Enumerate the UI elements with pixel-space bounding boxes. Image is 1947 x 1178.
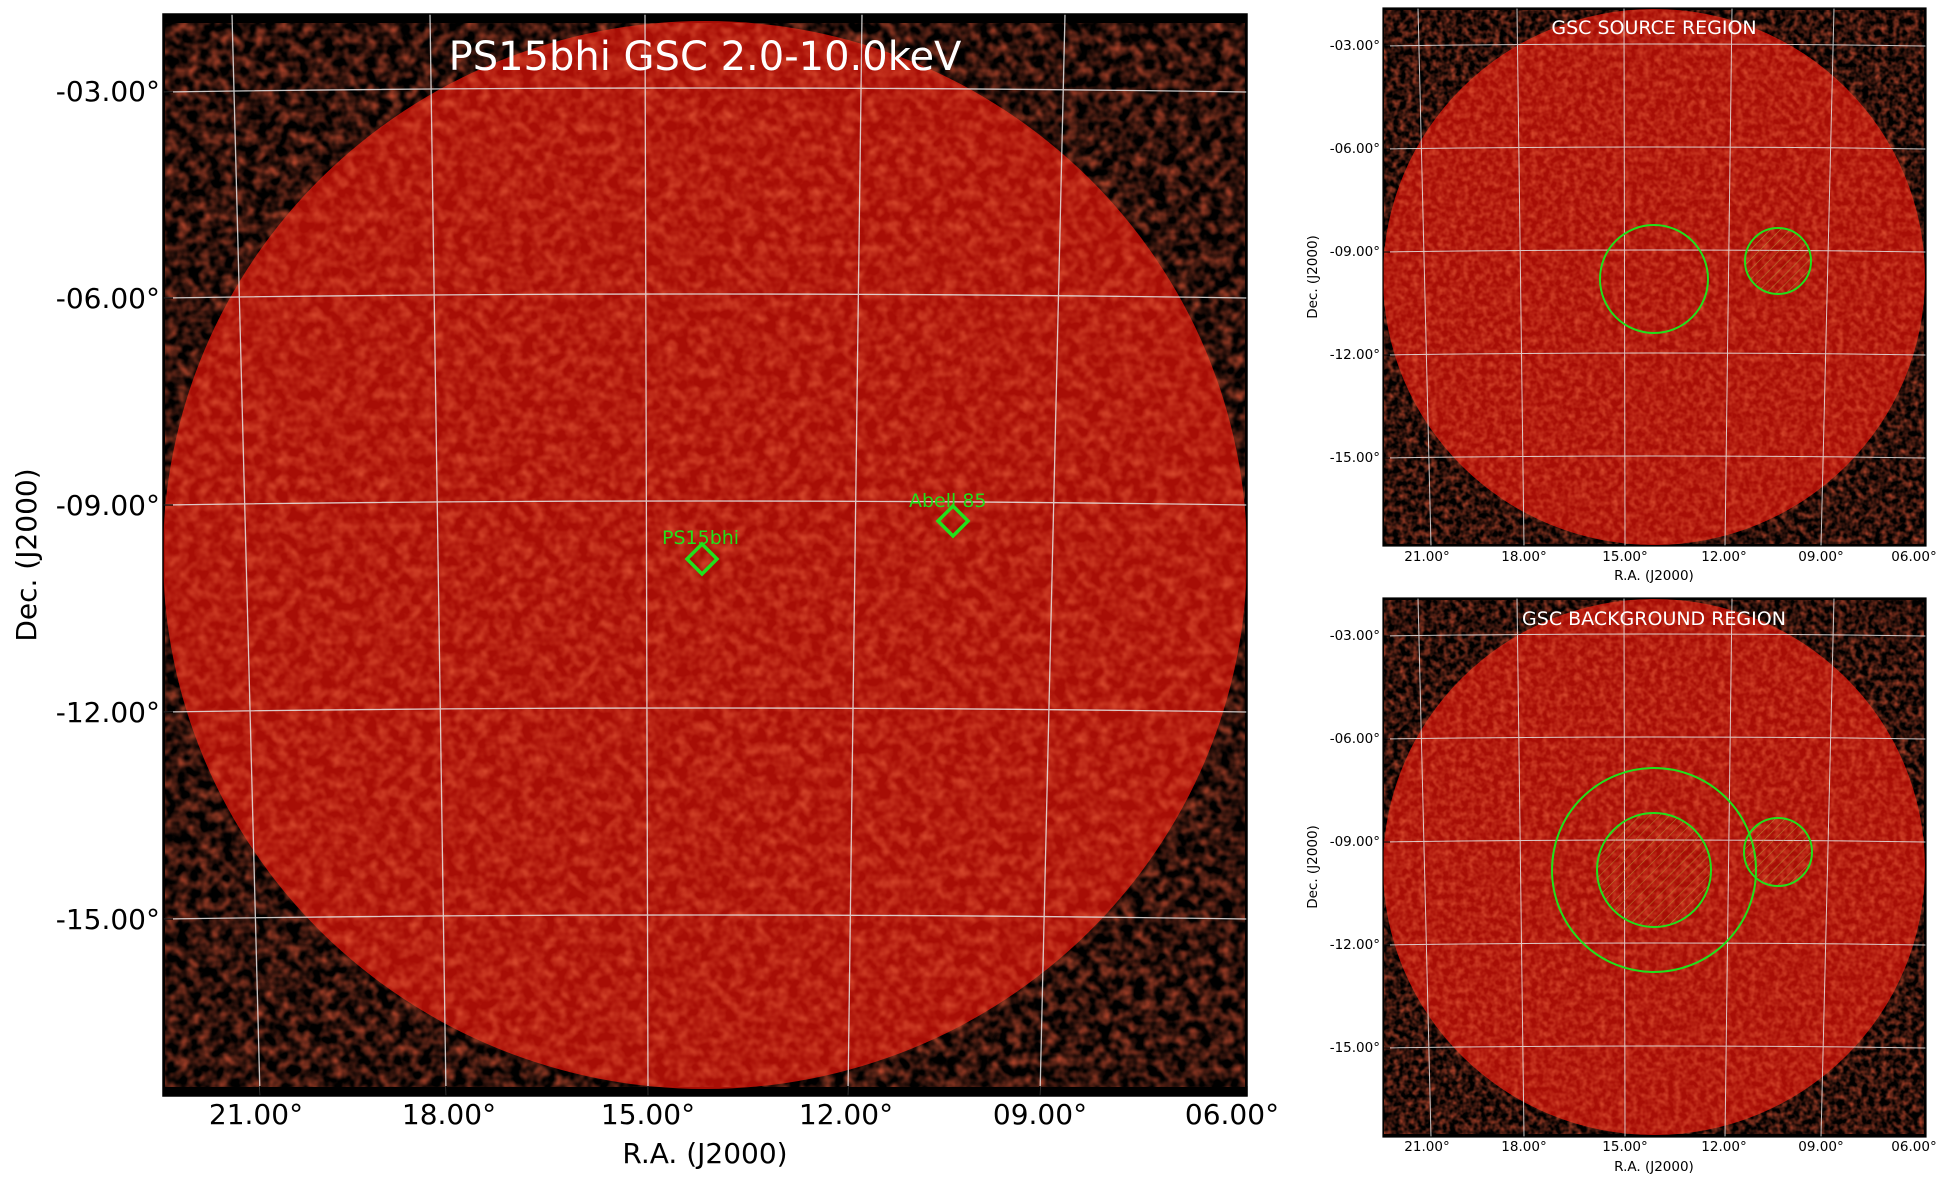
main-ra-tick-3: 15.00° xyxy=(601,1098,695,1131)
source-frame xyxy=(1382,7,1927,547)
background-annulus-inner xyxy=(1596,812,1712,928)
source-ra-tick-1: 21.00° xyxy=(1404,549,1449,565)
source-ylabel: Dec. (J2000) xyxy=(1305,235,1321,319)
background-dec-tick-2: -06.00° xyxy=(1330,731,1380,747)
background-dec-tick-3: -09.00° xyxy=(1330,834,1380,850)
source-ticks xyxy=(1383,45,1390,459)
main-title: PS15bhi GSC 2.0-10.0keV xyxy=(449,34,962,80)
background-dec-tick-5: -15.00° xyxy=(1330,1040,1380,1056)
source-field-texture xyxy=(1384,10,1924,544)
source-ra-tick-2: 18.00° xyxy=(1501,549,1546,565)
main-dec-tick-4: -12.00° xyxy=(56,696,160,729)
background-ticks xyxy=(1383,635,1390,1049)
source-dec-tick-2: -06.00° xyxy=(1330,141,1380,157)
main-grid xyxy=(163,14,1247,1096)
source-dec-tick-3: -09.00° xyxy=(1330,244,1380,260)
source-ra-tick-3: 15.00° xyxy=(1602,549,1647,565)
source-ra-tick-6: 06.00° xyxy=(1891,549,1936,565)
background-ra-tick-1: 21.00° xyxy=(1404,1139,1449,1155)
main-frame xyxy=(162,13,1248,1097)
source-abell-region xyxy=(1744,227,1812,295)
main-ra-tick-4: 12.00° xyxy=(799,1098,893,1131)
main-dec-tick-1: -03.00° xyxy=(56,75,160,108)
background-frame xyxy=(1382,597,1927,1138)
background-title: GSC BACKGROUND REGION xyxy=(1522,608,1786,630)
background-xlabel: R.A. (J2000) xyxy=(1614,1159,1694,1175)
background-dec-tick-1: -03.00° xyxy=(1330,628,1380,644)
source-ra-tick-5: 09.00° xyxy=(1798,549,1843,565)
source-ra-tick-4: 12.00° xyxy=(1701,549,1746,565)
main-xlabel: R.A. (J2000) xyxy=(622,1137,787,1170)
marker-abell-85: Abell 85 xyxy=(909,490,987,539)
background-grid xyxy=(1383,598,1926,1137)
source-xlabel: R.A. (J2000) xyxy=(1614,568,1694,584)
background-ra-tick-3: 15.00° xyxy=(1602,1139,1647,1155)
source-grid xyxy=(1383,8,1926,546)
main-field-texture xyxy=(165,23,1245,1087)
background-ra-tick-6: 06.00° xyxy=(1891,1139,1936,1155)
source-dec-tick-1: -03.00° xyxy=(1330,38,1380,54)
main-ra-tick-6: 06.00° xyxy=(1185,1098,1279,1131)
main-panel: PS15bhi Abell 85 PS15bhi GSC 2.0-10.0keV… xyxy=(10,13,1279,1170)
main-ylabel: Dec. (J2000) xyxy=(10,468,43,641)
main-dec-tick-5: -15.00° xyxy=(56,903,160,936)
source-dec-tick-5: -15.00° xyxy=(1330,450,1380,466)
marker-ps15bhi-label: PS15bhi xyxy=(662,527,739,549)
source-panel: GSC SOURCE REGION -03.00° -06.00° -09.00… xyxy=(1305,7,1937,584)
main-dec-tick-2: -06.00° xyxy=(56,282,160,315)
background-dec-tick-4: -12.00° xyxy=(1330,937,1380,953)
main-dec-tick-3: -09.00° xyxy=(56,489,160,522)
main-ra-tick-5: 09.00° xyxy=(993,1098,1087,1131)
background-ylabel: Dec. (J2000) xyxy=(1305,825,1321,909)
background-ra-tick-2: 18.00° xyxy=(1501,1139,1546,1155)
main-ra-tick-2: 18.00° xyxy=(402,1098,496,1131)
background-panel: GSC BACKGROUND REGION -03.00° -06.00° -0… xyxy=(1305,597,1937,1175)
marker-abell-85-label: Abell 85 xyxy=(909,490,987,512)
background-ra-tick-4: 12.00° xyxy=(1701,1139,1746,1155)
main-ticks xyxy=(163,91,1248,1096)
main-ra-tick-1: 21.00° xyxy=(209,1098,303,1131)
source-dec-tick-4: -12.00° xyxy=(1330,347,1380,363)
source-title: GSC SOURCE REGION xyxy=(1551,17,1756,39)
background-ra-tick-5: 09.00° xyxy=(1798,1139,1843,1155)
source-region-circle xyxy=(1599,224,1709,334)
marker-ps15bhi: PS15bhi xyxy=(662,527,739,577)
background-abell-region xyxy=(1743,817,1813,887)
